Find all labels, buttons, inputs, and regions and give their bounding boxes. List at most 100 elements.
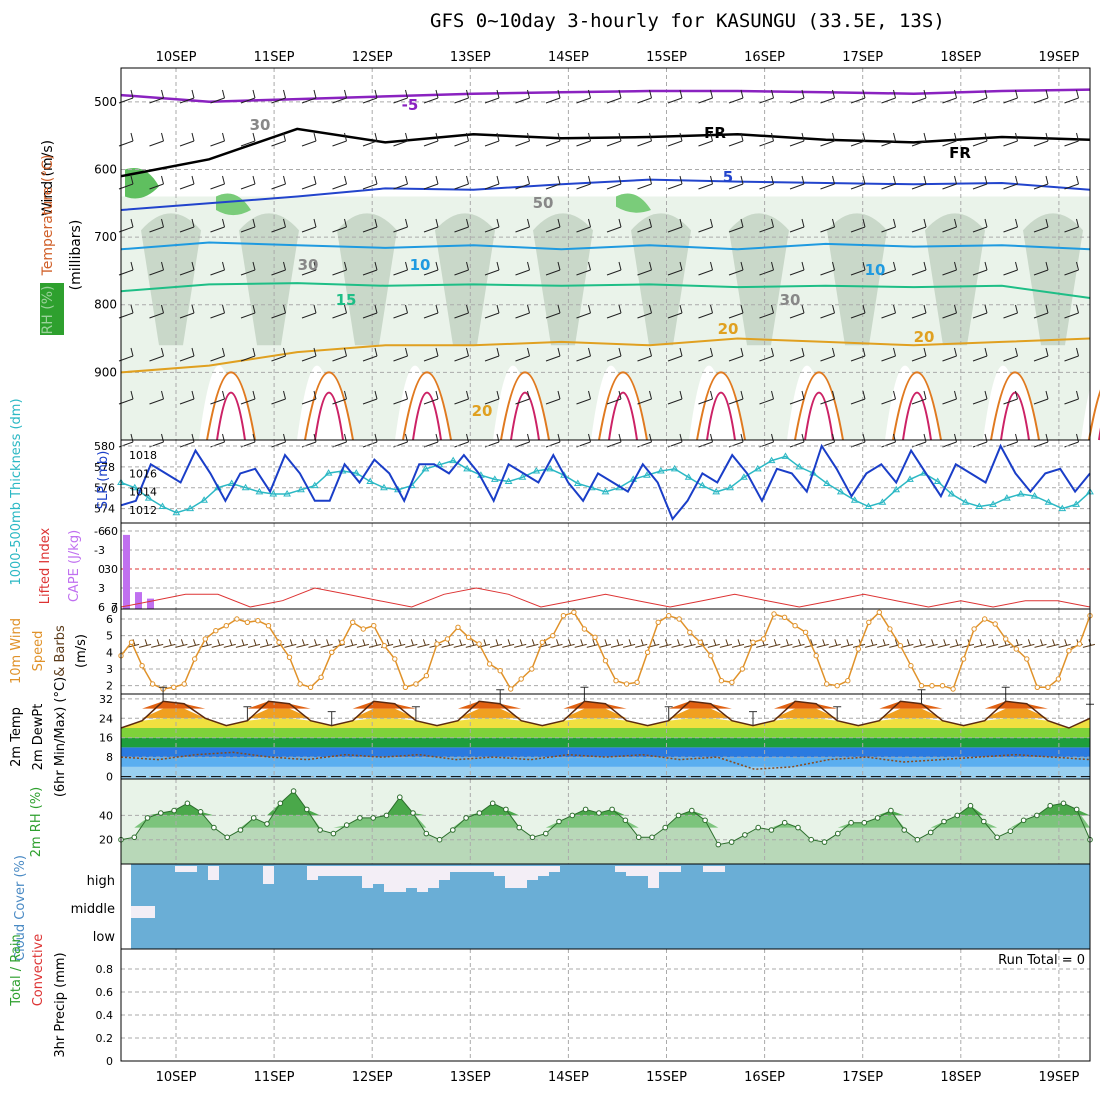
rh-shading-mid [533,213,593,346]
wind-speed-marker [592,634,598,640]
wind-barb [1033,218,1049,233]
date-label-top: 11SEP [254,50,295,65]
wind-barb [484,347,500,362]
wind-speed-marker [1055,676,1062,682]
thickness-marker [573,479,582,486]
wind-speed-marker [655,619,661,625]
wind-barb [972,175,988,190]
wind-speed-marker [971,626,977,632]
rh-marker [635,834,642,841]
wind-barb [850,132,866,147]
rh-tick-label: 40 [99,809,113,822]
wind-barb [423,175,439,190]
rh-marker [529,834,536,841]
wind-speed-marker [539,639,545,645]
date-label-top: 14SEP [548,50,589,65]
wind-barb-10m [1010,639,1023,648]
rh-marker [649,834,655,841]
wind-barb-10m [393,639,406,648]
date-label-bottom: 13SEP [450,1070,491,1085]
wind-barb [759,89,774,104]
wind-barb [942,175,957,190]
wind-barb [240,390,256,405]
wind-barb [637,390,652,405]
cloud-high-bar [714,866,725,872]
wind-barb [393,347,408,362]
wind-speed-marker [529,666,535,672]
thickness-marker [906,475,914,482]
wind-barb [606,347,622,362]
wind-speed-marker [634,679,640,685]
wind-speed-marker [307,684,314,690]
thickness-marker [781,452,790,459]
wind-barb [423,390,439,405]
wind-barb [576,218,591,233]
rh-marker [874,815,881,821]
wind-barb [789,132,805,147]
thickness-marker [657,467,665,474]
wind-barb-10m [1058,639,1071,648]
contour-label: 10 [410,256,431,274]
slp-tick-label: 1012 [129,504,157,517]
cloud-high-bar [428,866,439,888]
isotherm-30-arch [510,391,540,441]
wind-barb [759,304,774,319]
wind-barb [210,218,225,233]
wind-barb [728,390,744,405]
wind-barb-10m [768,639,781,648]
pressure-tick-label: 500 [94,95,117,109]
wind-barb [332,261,347,276]
temp2m-axis-label: 2m Temp [9,707,24,767]
wind-speed-marker [192,656,198,662]
wind-barb [423,89,439,104]
wind-speed-marker [139,663,145,669]
rh-marker [901,827,908,833]
thickness-marker [449,456,458,464]
cloud-level-label-high: high [87,874,115,889]
thickness-marker [670,464,679,472]
wind-barb [454,175,469,190]
precip-axis-label: Total / Rain [9,934,24,1007]
wind-speed-marker [623,681,630,687]
date-label-top: 16SEP [744,50,785,65]
wind-barb [881,390,896,405]
thickness-tick-label: 574 [94,503,115,516]
lifted-index-tick-label: 0 [98,563,105,576]
thickness-marker [795,462,804,470]
thickness-marker [1016,490,1025,497]
wind-speed-marker [729,679,735,685]
wind-barb [240,132,256,147]
cloud-high-bar [417,866,428,892]
wind-barb [1064,132,1079,147]
thickness-marker [836,487,845,495]
rh-marker [1047,802,1053,809]
wind-barb [362,132,378,147]
wind-barb-10m [163,639,176,648]
contour-label: 20 [914,328,935,346]
wind-barb [1003,347,1018,362]
wind-barb-10m [913,639,926,648]
wind-barb [728,261,744,276]
wind-barb [576,175,591,190]
wind-barb [820,390,835,405]
cape-tick-label: 7 [111,601,118,614]
temp2m-axis-label-3: (6hr Min/Max) (°C) [53,677,68,797]
wind-barb [454,433,469,448]
wind-barb [393,175,408,190]
wind-barb-10m [586,639,599,648]
thickness-marker [490,475,499,482]
thickness-marker [726,483,734,491]
thickness-marker [504,477,513,484]
wind-speed-marker [244,619,251,625]
cloud-high-bar [626,866,637,876]
wind-speed-marker [202,636,209,642]
wind-barb-10m [489,639,503,648]
temp-tick-label: 24 [99,712,113,725]
wind-barb-10m [973,639,987,648]
wind-barb [179,390,195,405]
wind-barb-10m [259,639,273,648]
rh-shading-mid [239,213,299,346]
wind-barb [1064,347,1079,362]
lifted-index-tick-label: 6 [98,601,105,614]
